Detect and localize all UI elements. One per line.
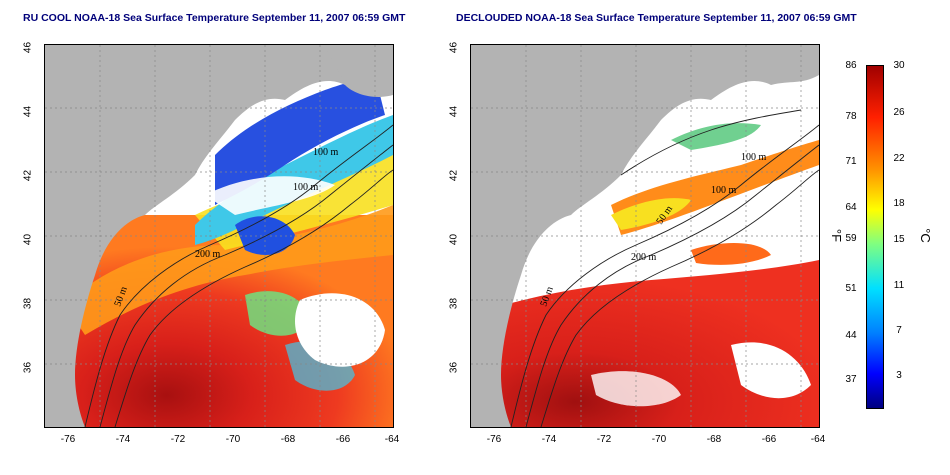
isobath-lines — [84, 124, 393, 427]
x-tick: -68 — [706, 434, 722, 445]
celsius-unit-label: °C — [917, 228, 933, 243]
colorbar-c-tick: 18 — [893, 198, 905, 209]
x-tick: -74 — [541, 434, 557, 445]
cold-water-region — [215, 75, 385, 205]
coastline-land — [45, 45, 393, 427]
isobath-lines — [510, 109, 819, 427]
colorbar-f-tick: 86 — [845, 60, 857, 71]
isobath-label-200: 200 m — [195, 249, 221, 260]
right-map-title: DECLOUDED NOAA-18 Sea Surface Temperatur… — [456, 12, 857, 24]
colorbar-c-tick: 7 — [896, 325, 902, 336]
x-tick: -70 — [225, 434, 241, 445]
right-map-canvas: 100 m 100 m 50 m 200 m 50 m — [471, 45, 819, 427]
colorbar-f-tick: 64 — [845, 202, 857, 213]
colorbar-f-tick: 37 — [845, 374, 857, 385]
green-patch — [671, 123, 761, 150]
x-tick: -68 — [280, 434, 296, 445]
y-tick: 42 — [448, 169, 460, 182]
colorbar-c-tick: 3 — [896, 370, 902, 381]
isobath-label-200: 200 m — [631, 252, 657, 263]
y-tick: 38 — [22, 297, 34, 310]
warm-water-region — [471, 260, 819, 427]
x-tick: -72 — [596, 434, 612, 445]
data-gap-patch-2 — [591, 371, 681, 407]
left-map-canvas: 100 m 200 m 50 m 100 m — [45, 45, 393, 427]
orange-patch — [691, 243, 771, 265]
y-tick: 40 — [448, 233, 460, 246]
colorbar-f-tick: 71 — [845, 156, 857, 167]
colorbar-f-tick: 51 — [845, 283, 857, 294]
colorbar-c-tick: 26 — [893, 107, 905, 118]
y-tick: 46 — [22, 41, 34, 54]
isobath-label-100: 100 m — [293, 182, 319, 193]
nova-scotia-land — [325, 45, 393, 97]
x-tick: -72 — [170, 434, 186, 445]
x-tick: -64 — [810, 434, 826, 445]
x-tick: -66 — [761, 434, 777, 445]
colorbar-c-tick: 11 — [893, 280, 905, 291]
y-tick: 42 — [22, 169, 34, 182]
x-tick: -74 — [115, 434, 131, 445]
x-tick: -66 — [335, 434, 351, 445]
y-tick: 36 — [22, 361, 34, 374]
isobath-label-100b: 100 m — [711, 185, 737, 196]
right-sst-map[interactable]: 100 m 100 m 50 m 200 m 50 m — [470, 44, 820, 428]
colorbar-c-tick: 30 — [893, 60, 905, 71]
data-gap-patch — [731, 342, 811, 399]
x-tick: -76 — [60, 434, 76, 445]
warm-front-band — [65, 205, 393, 335]
x-tick: -64 — [384, 434, 400, 445]
colorbar-c-tick: 22 — [893, 153, 905, 164]
x-tick: -76 — [486, 434, 502, 445]
temperature-colorbar — [866, 65, 884, 409]
isobath-label-100: 100 m — [741, 152, 767, 163]
colorbar-c-tick: 15 — [893, 234, 905, 245]
x-tick: -70 — [651, 434, 667, 445]
green-patch — [245, 291, 310, 336]
colorbar-f-tick: 44 — [845, 330, 857, 341]
fahrenheit-unit-label: °F — [829, 228, 845, 243]
cloud-band — [205, 176, 335, 215]
left-sst-map[interactable]: 100 m 200 m 50 m 100 m — [44, 44, 394, 428]
coastline-land — [471, 45, 819, 427]
left-map-title: RU COOL NOAA-18 Sea Surface Temperature … — [23, 12, 406, 24]
colorbar-f-tick: 59 — [845, 233, 857, 244]
y-tick: 36 — [448, 361, 460, 374]
y-tick: 44 — [448, 105, 460, 118]
y-tick: 46 — [448, 41, 460, 54]
y-tick: 38 — [448, 297, 460, 310]
y-tick: 40 — [22, 233, 34, 246]
isobath-label-100b: 100 m — [313, 147, 339, 158]
yellow-patch — [611, 198, 691, 230]
y-tick: 44 — [22, 105, 34, 118]
colorbar-f-tick: 78 — [845, 111, 857, 122]
cloud-patch — [295, 293, 385, 367]
